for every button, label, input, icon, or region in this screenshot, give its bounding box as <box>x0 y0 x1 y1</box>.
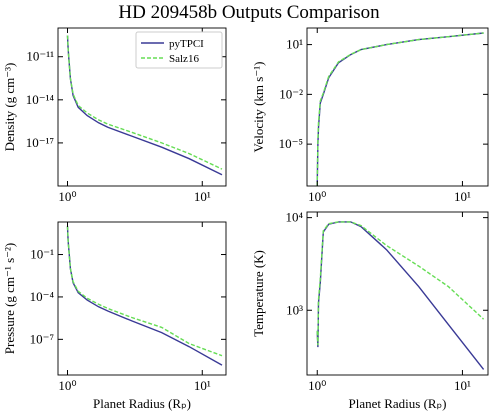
y-axis-label: Velocity (km s⁻¹) <box>251 62 266 153</box>
y-axis-label: Pressure (g cm⁻¹ s⁻²) <box>2 243 17 354</box>
x-tick-label: 10⁰ <box>308 378 326 393</box>
y-tick-label: 10⁴ <box>285 210 303 225</box>
x-tick-label: 10⁰ <box>58 378 76 393</box>
axes-frame <box>306 27 489 187</box>
series-line <box>316 32 484 186</box>
legend-label: Salz16 <box>169 53 199 65</box>
y-tick-label: 10⁻⁴ <box>30 289 55 304</box>
y-tick-label: 10⁻¹⁴ <box>26 92 55 107</box>
legend-label: pyTPCI <box>169 38 204 50</box>
series-line <box>66 226 223 366</box>
series-line <box>66 226 223 357</box>
series-line <box>66 35 223 170</box>
y-tick-label: 10⁻⁷ <box>30 331 54 346</box>
x-tick-label: 10¹ <box>194 189 211 204</box>
figure-title: HD 209458b Outputs Comparison <box>118 2 380 23</box>
axes-frame <box>57 221 227 376</box>
y-axis-label: Density (g cm⁻³) <box>2 63 17 152</box>
x-tick-label: 10⁰ <box>58 189 76 204</box>
y-tick-label: 10⁻² <box>279 86 303 101</box>
series-line <box>316 221 485 346</box>
x-tick-label: 10¹ <box>454 378 471 393</box>
axes-frame <box>57 27 227 187</box>
legend-box <box>135 31 223 69</box>
y-tick-label: 10¹ <box>286 37 303 52</box>
axes-frame <box>306 211 489 376</box>
y-tick-label: 10⁻¹¹ <box>26 49 54 64</box>
y-axis-label: Temperature (K) <box>251 250 266 337</box>
y-tick-label: 10³ <box>286 302 303 317</box>
x-axis-label: Planet Radius (Rₚ) <box>93 396 191 411</box>
x-axis-label: Planet Radius (Rₚ) <box>348 396 446 411</box>
y-tick-label: 10⁻¹ <box>30 247 54 262</box>
series-line <box>316 32 484 186</box>
x-tick-label: 10¹ <box>454 189 471 204</box>
x-tick-label: 10⁰ <box>308 189 326 204</box>
x-tick-label: 10¹ <box>194 378 211 393</box>
y-tick-label: 10⁻¹⁷ <box>26 135 54 150</box>
y-tick-label: 10⁻⁵ <box>279 136 303 151</box>
